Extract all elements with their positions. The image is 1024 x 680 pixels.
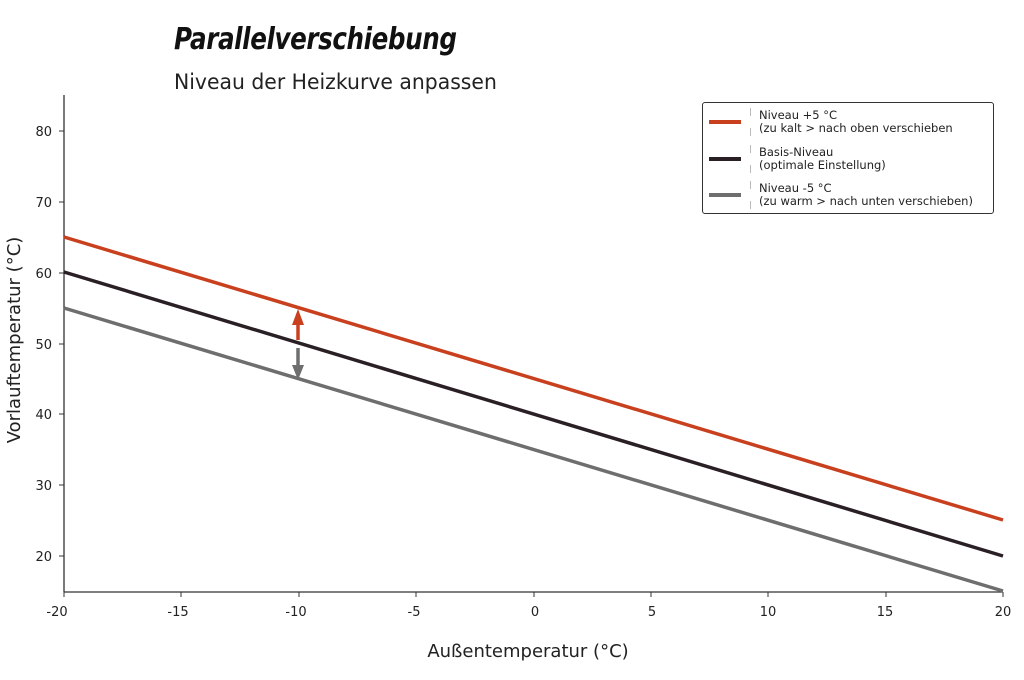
legend-label-line2: (zu warm > nach unten verschieben) bbox=[759, 194, 973, 208]
legend-label-line1: Niveau +5 °C bbox=[759, 108, 838, 122]
legend: Niveau +5 °C (zu kalt > nach oben versch… bbox=[702, 102, 994, 214]
y-tick-label: 30 bbox=[35, 479, 52, 494]
legend-separator bbox=[750, 145, 751, 173]
legend-item-minus5: Niveau -5 °C (zu warm > nach unten versc… bbox=[703, 178, 993, 212]
x-axis-title: Außentemperatur (°C) bbox=[427, 641, 628, 662]
x-tick-label: 10 bbox=[760, 605, 777, 620]
y-tick-label: 20 bbox=[35, 550, 52, 565]
legend-separator bbox=[750, 181, 751, 209]
chart-title: Parallelverschiebung bbox=[174, 22, 457, 57]
y-tick-label: 60 bbox=[35, 267, 52, 282]
x-tick-label: 5 bbox=[648, 605, 656, 620]
legend-label: Basis-Niveau (optimale Einstellung) bbox=[759, 146, 886, 172]
legend-item-base: Basis-Niveau (optimale Einstellung) bbox=[703, 142, 993, 176]
series-line-minus5 bbox=[63, 306, 1004, 593]
legend-label: Niveau +5 °C (zu kalt > nach oben versch… bbox=[759, 109, 953, 135]
legend-separator bbox=[750, 108, 751, 136]
series-line-base bbox=[63, 270, 1004, 558]
legend-swatch-orange bbox=[709, 120, 741, 124]
x-tick-label: 15 bbox=[877, 605, 894, 620]
x-tick-label: -20 bbox=[46, 605, 67, 620]
legend-label-line2: (optimale Einstellung) bbox=[759, 158, 886, 172]
y-tick-label: 80 bbox=[35, 125, 52, 140]
legend-label-line1: Niveau -5 °C bbox=[759, 181, 832, 195]
legend-label-line2: (zu kalt > nach oben verschieben bbox=[759, 121, 953, 135]
chart-subtitle: Niveau der Heizkurve anpassen bbox=[174, 70, 497, 94]
y-tick-label: 70 bbox=[35, 196, 52, 211]
legend-swatch-dark bbox=[709, 157, 741, 161]
y-tick-label: 40 bbox=[35, 408, 52, 423]
x-tick-label: 20 bbox=[995, 605, 1012, 620]
legend-item-plus5: Niveau +5 °C (zu kalt > nach oben versch… bbox=[703, 105, 993, 139]
x-tick-label: -5 bbox=[408, 605, 421, 620]
legend-swatch-grey bbox=[709, 193, 741, 197]
legend-label: Niveau -5 °C (zu warm > nach unten versc… bbox=[759, 182, 973, 208]
x-ticks: -20 -15 -10 -5 0 5 10 15 20 bbox=[46, 592, 1011, 620]
series-line-plus5 bbox=[63, 235, 1004, 522]
y-axis-title: Vorlauftemperatur (°C) bbox=[4, 237, 25, 444]
x-tick-label: -15 bbox=[167, 605, 188, 620]
x-tick-label: -10 bbox=[285, 605, 306, 620]
arrow-down-icon bbox=[292, 348, 304, 380]
x-tick-label: 0 bbox=[531, 605, 539, 620]
y-ticks: 80 70 60 50 40 30 20 bbox=[35, 125, 64, 565]
legend-label-line1: Basis-Niveau bbox=[759, 145, 834, 159]
arrow-up-icon bbox=[292, 309, 304, 340]
y-tick-label: 50 bbox=[35, 338, 52, 353]
